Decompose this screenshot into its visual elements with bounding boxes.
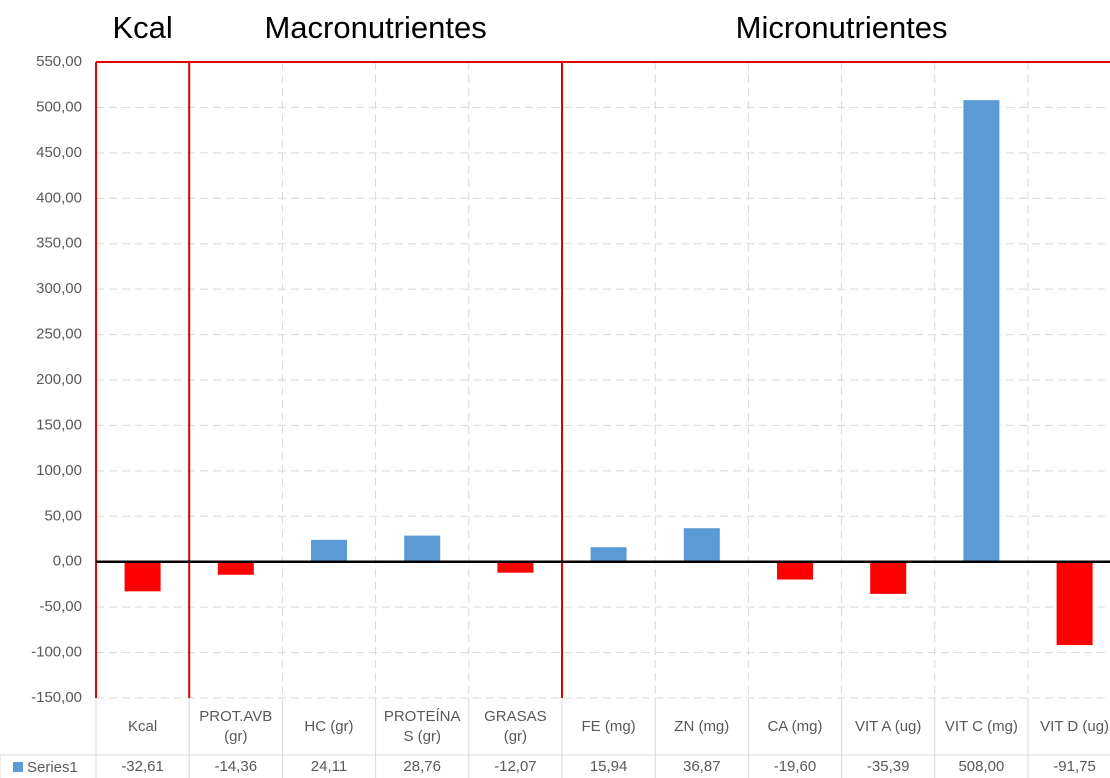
bar	[124, 561, 161, 592]
category-label: VIT D (ug)	[1040, 717, 1110, 735]
value-label: 508,00	[958, 757, 1005, 775]
value-label: 28,76	[403, 757, 441, 775]
category-label: Kcal	[128, 717, 158, 735]
category-label: ZN (mg)	[674, 717, 730, 735]
value-label: -35,39	[866, 757, 910, 775]
bar	[590, 547, 627, 562]
value-label: 15,94	[589, 757, 628, 775]
y-tick-label: 300,00	[36, 280, 82, 297]
y-tick-label: 0,00	[53, 553, 82, 570]
y-tick-label: -150,00	[31, 689, 82, 706]
bar	[870, 561, 907, 594]
y-tick-label: 500,00	[36, 98, 82, 115]
category-label: VIT C (mg)	[944, 717, 1018, 735]
category-label: PROT.AVB (gr)	[199, 707, 273, 745]
value-label: -14,36	[214, 757, 258, 775]
legend-label: Series1	[27, 759, 78, 776]
category-label: VIT A (ug)	[854, 717, 922, 735]
bar	[311, 539, 347, 562]
bar	[497, 561, 534, 573]
value-label: -91,75	[1053, 757, 1096, 775]
y-tick-label: -50,00	[39, 598, 82, 615]
y-tick-label: -100,00	[31, 644, 82, 661]
y-tick-label: 50,00	[44, 507, 82, 524]
legend-key	[13, 762, 23, 772]
value-label: -19,60	[773, 757, 817, 775]
bar	[777, 561, 813, 580]
category-label: HC (gr)	[304, 717, 354, 735]
group-heading: Kcal	[112, 10, 172, 45]
y-tick-label: 200,00	[36, 371, 82, 388]
value-label: -32,61	[121, 757, 164, 775]
category-label: FE (mg)	[581, 717, 636, 735]
bar	[217, 561, 254, 575]
y-tick-label: 450,00	[36, 144, 82, 161]
value-label: -12,07	[494, 757, 537, 775]
bar	[963, 100, 1000, 562]
bar	[404, 535, 441, 562]
y-tick-label: 100,00	[36, 462, 82, 479]
category-label: PROTEÍNA S (gr)	[383, 707, 461, 745]
bar	[1056, 561, 1093, 646]
y-tick-label: 350,00	[36, 235, 82, 252]
y-tick-label: 150,00	[36, 416, 82, 433]
bar	[683, 528, 720, 562]
group-heading: Macronutrientes	[264, 10, 486, 45]
category-label: CA (mg)	[767, 717, 823, 735]
value-label: 36,87	[683, 757, 721, 775]
y-tick-label: 550,00	[36, 53, 82, 70]
category-label: GRASAS (gr)	[484, 707, 547, 745]
group-heading: Micronutrientes	[736, 10, 948, 45]
y-tick-label: 250,00	[36, 326, 82, 343]
value-label: 24,11	[310, 757, 348, 775]
y-tick-label: 400,00	[36, 189, 82, 206]
